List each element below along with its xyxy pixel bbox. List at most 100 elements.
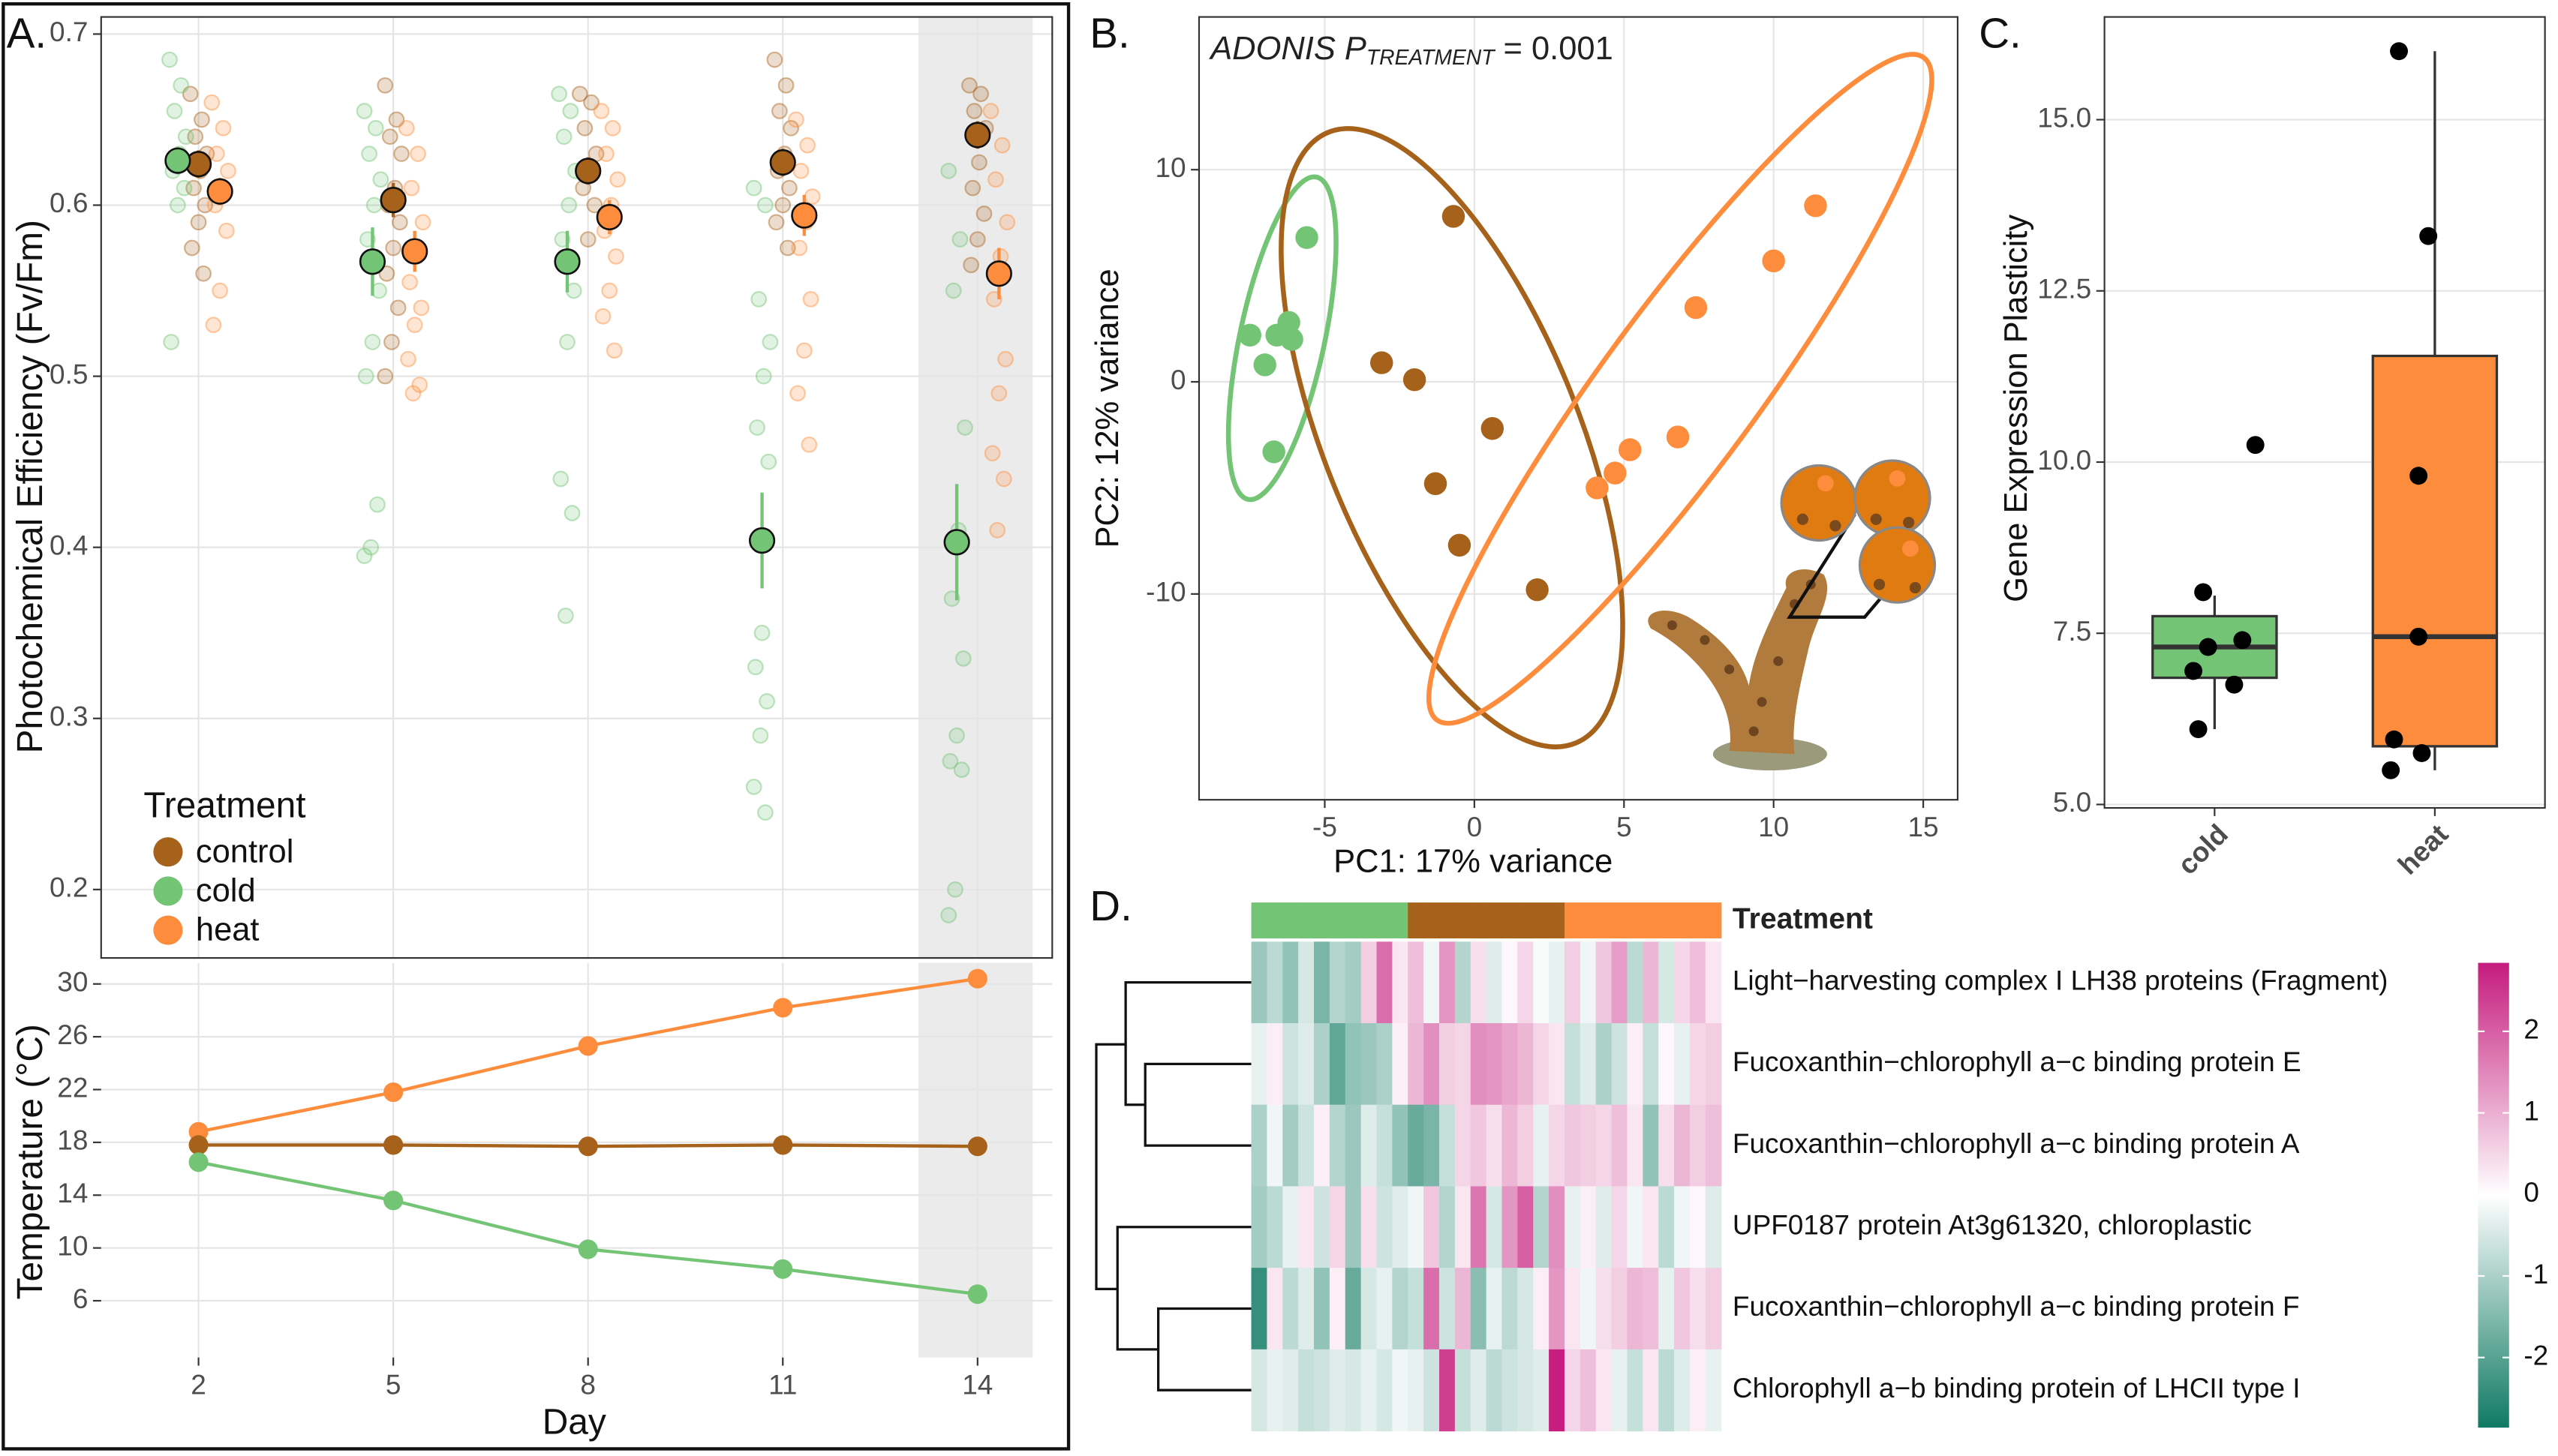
raw-point xyxy=(205,317,222,334)
heat-cell xyxy=(1329,941,1346,1024)
raw-point xyxy=(406,317,423,334)
raw-point xyxy=(768,214,785,231)
heat-cell xyxy=(1689,1268,1706,1350)
raw-point xyxy=(400,350,416,368)
mean-point xyxy=(164,147,191,174)
y-tick-label: 26 xyxy=(57,1019,88,1050)
heat-cell xyxy=(1658,1186,1675,1268)
legend-swatch xyxy=(153,876,183,906)
raw-point xyxy=(383,334,400,350)
heat-cell xyxy=(1486,1268,1503,1350)
heat-cell xyxy=(1298,1023,1315,1106)
y-tick-label: 0.3 xyxy=(50,701,88,731)
raw-point xyxy=(571,86,588,103)
heat-cell xyxy=(1627,1104,1643,1187)
heat-cell xyxy=(1658,1349,1675,1432)
y-tick-label: 7.5 xyxy=(2053,616,2091,647)
heat-cell xyxy=(1501,1023,1519,1106)
x-tick-label: 5 xyxy=(1616,812,1632,842)
raw-point xyxy=(388,111,405,128)
x-tick-label: 11 xyxy=(768,1370,797,1400)
heat-cell xyxy=(1627,1186,1643,1268)
heat-cell xyxy=(1329,1268,1346,1350)
heat-cell xyxy=(1564,1349,1581,1432)
heat-cell xyxy=(1360,941,1378,1024)
raw-point xyxy=(362,539,380,556)
raw-point xyxy=(385,239,402,257)
treatment-cell xyxy=(1298,902,1315,938)
heat-cell xyxy=(1282,1349,1299,1432)
heat-cell xyxy=(1549,1186,1565,1268)
raw-point xyxy=(601,282,618,299)
raw-point xyxy=(752,727,769,744)
raw-point xyxy=(987,171,1004,188)
point xyxy=(578,1239,598,1259)
point xyxy=(1480,417,1504,440)
raw-point xyxy=(757,804,774,821)
y-tick-label: 10 xyxy=(57,1230,88,1261)
raw-point xyxy=(411,377,428,393)
heat-cell xyxy=(1408,1349,1424,1432)
treatment-cell xyxy=(1549,902,1565,938)
heat-cell xyxy=(1517,1186,1534,1268)
heat-cell xyxy=(1345,1349,1362,1432)
heat-cell xyxy=(1564,941,1581,1024)
raw-point xyxy=(559,334,576,350)
raw-point xyxy=(771,103,788,119)
heat-cell xyxy=(1549,1268,1565,1350)
point xyxy=(1525,578,1549,602)
heat-cell xyxy=(1267,1023,1283,1106)
legend-title: Treatment xyxy=(1733,902,1873,935)
heat-cell xyxy=(1360,1104,1378,1187)
heat-cell xyxy=(1564,1186,1581,1268)
raw-point xyxy=(369,496,386,513)
raw-point xyxy=(377,77,394,94)
point xyxy=(1586,476,1609,500)
raw-point xyxy=(989,521,1006,539)
raw-point xyxy=(170,197,186,214)
raw-point xyxy=(410,146,426,162)
heat-cell xyxy=(1438,1023,1456,1106)
heat-cell xyxy=(1314,941,1330,1024)
mean-point xyxy=(596,203,623,231)
raw-point xyxy=(945,282,962,299)
raw-point xyxy=(564,505,581,521)
raw-point xyxy=(404,385,422,402)
heat-cell xyxy=(1643,941,1659,1024)
heat-cell xyxy=(1392,941,1408,1024)
heat-cell xyxy=(1689,1349,1706,1432)
x-tick-label: 8 xyxy=(580,1370,596,1400)
heat-cell xyxy=(1486,1186,1503,1268)
raw-point xyxy=(357,368,374,385)
treatment-cell xyxy=(1314,902,1330,938)
y-tick-label: 6 xyxy=(73,1283,89,1314)
raw-point xyxy=(194,111,210,128)
heat-cell xyxy=(1501,1186,1519,1268)
raw-point xyxy=(753,624,771,641)
point xyxy=(1277,311,1300,335)
heat-cell xyxy=(1408,1104,1424,1187)
heat-cell xyxy=(1408,1023,1424,1106)
y-tick-label: 0 xyxy=(1171,365,1186,395)
heat-cell xyxy=(1423,1023,1440,1106)
raw-point xyxy=(401,274,419,290)
point xyxy=(2184,662,2203,680)
heat-cell xyxy=(1595,1104,1613,1187)
point xyxy=(967,1136,987,1157)
point xyxy=(1402,368,1426,392)
raw-point xyxy=(964,179,981,197)
raw-point xyxy=(759,693,775,710)
heat-cell xyxy=(1595,941,1613,1024)
coral-illustration xyxy=(1648,459,1937,771)
heat-cell xyxy=(1486,1349,1503,1432)
mean-point xyxy=(985,260,1012,287)
row-label: Light−harvesting complex I LH38 proteins… xyxy=(1733,965,2388,995)
raw-point xyxy=(799,137,816,154)
treatment-cell xyxy=(1470,902,1487,938)
heat-cell xyxy=(1533,1023,1550,1106)
raw-point xyxy=(182,86,199,103)
panel-letter: B. xyxy=(1090,10,1129,57)
raw-point xyxy=(594,308,612,325)
y-tick-label: 0.4 xyxy=(50,530,88,560)
heat-cell xyxy=(1501,1349,1519,1432)
